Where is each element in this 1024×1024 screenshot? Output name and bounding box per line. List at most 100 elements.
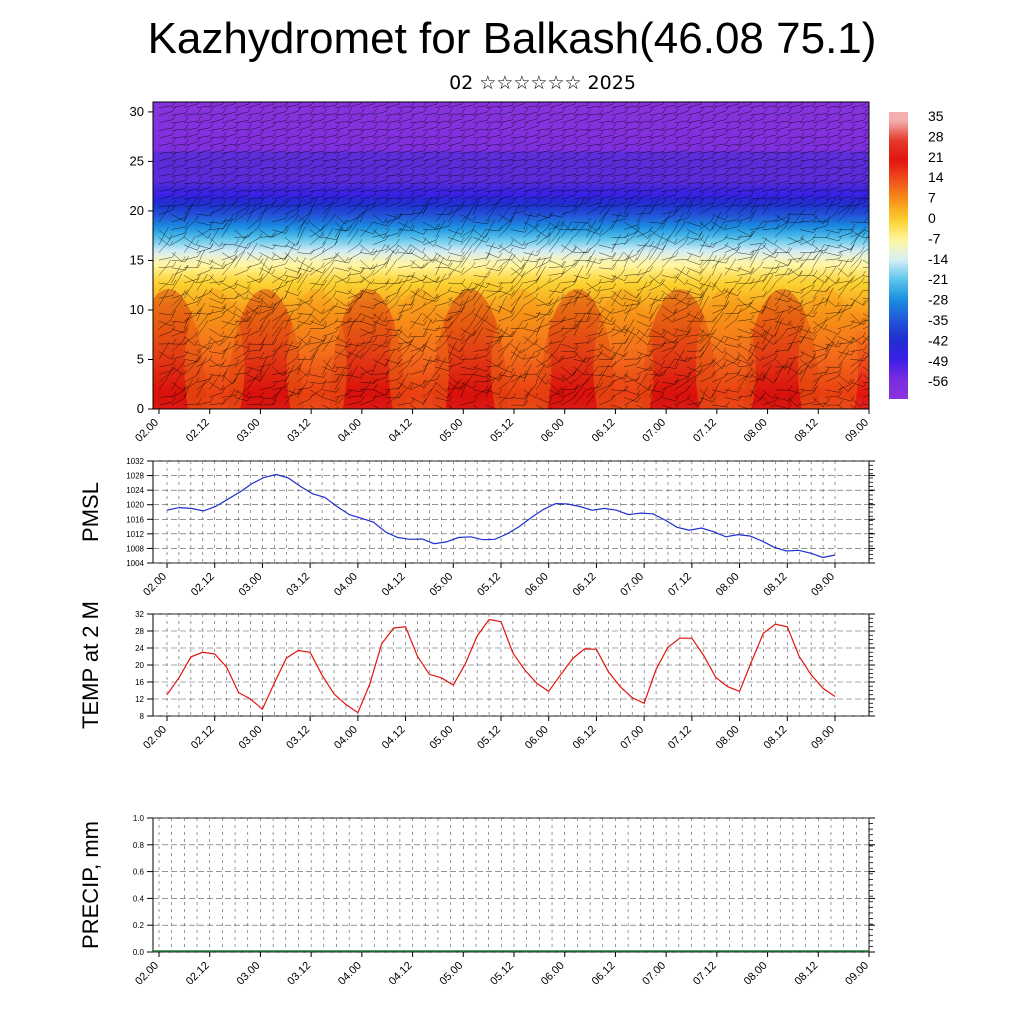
colorbar-label-7: -14: [928, 251, 948, 267]
warm-band-3: [432, 289, 509, 409]
chart-subtitle: 02 ☆☆☆☆☆☆ 2025: [449, 72, 636, 94]
colorbar-label-8: -21: [928, 271, 948, 287]
cool-band-0: [184, 289, 245, 409]
panel-pmsl-time-label-13: 08.12: [761, 571, 789, 599]
panel-pmsl-time-label-6: 05.00: [427, 571, 455, 599]
panel-pmsl-time-label-3: 03.12: [284, 571, 312, 599]
panel-temp-time-label-0: 02.00: [141, 724, 169, 752]
panel-precip-ylabel: PRECIP, mm: [78, 821, 103, 949]
panel-precip-time-label-3: 03.12: [285, 960, 313, 988]
panel-pmsl-ytick-label-2: 1012: [126, 530, 144, 539]
colorbar-label-12: -49: [928, 353, 948, 369]
panel-temp-time-label-10: 07.00: [618, 724, 646, 752]
panel-pmsl-ytick-label-4: 1020: [126, 501, 144, 510]
top-time-label-0: 02.00: [133, 417, 161, 445]
panel-pmsl-time-label-4: 04.00: [332, 571, 360, 599]
top-time-label-9: 06.12: [590, 417, 618, 445]
panel-precip-time-label-12: 08.00: [742, 960, 770, 988]
panel-pmsl-ytick-label-6: 1028: [126, 472, 144, 481]
panel-pmsl-time-label-10: 07.00: [618, 571, 646, 599]
panel-temp-time-label-1: 02.12: [189, 724, 217, 752]
top-time-label-5: 04.12: [387, 417, 415, 445]
colorbar-label-4: 7: [928, 190, 936, 206]
panel-pmsl-time-label-9: 06.12: [571, 571, 599, 599]
top-time-label-13: 08.12: [792, 417, 820, 445]
panel-pmsl-ytick-label-5: 1024: [126, 486, 144, 495]
panel-precip-time-label-5: 04.12: [387, 960, 415, 988]
panel-temp-time-label-6: 05.00: [427, 724, 455, 752]
wind-barbs: [158, 102, 869, 409]
panel-pmsl-ytick-label-1: 1008: [126, 544, 144, 553]
cross-section-frame: [152, 101, 870, 410]
panel-precip-ytick-label-3: 0.6: [133, 868, 145, 877]
cross-section-panel: 0 5 10 15 20 25 30 02.00 02.12 03.00 03.12 04.00 04…: [130, 101, 871, 445]
panel-temp-time-label-13: 08.12: [761, 724, 789, 752]
panel-temp-ytick-label-5: 28: [135, 627, 144, 636]
y-tick-label-5: 5: [137, 351, 144, 366]
colorbar-label-6: -7: [928, 230, 941, 246]
colorbar-label-2: 21: [928, 149, 944, 165]
top-time-label-4: 04.00: [336, 417, 364, 445]
panel-precip-time-label-0: 02.00: [133, 960, 161, 988]
y-tick-label-0: 0: [137, 401, 144, 416]
panel-precip-time-label-11: 07.12: [691, 960, 719, 988]
panel-precip-time-label-8: 06.00: [539, 960, 567, 988]
panel-temp-time-label-2: 03.00: [237, 724, 265, 752]
cool-band-2: [388, 289, 449, 409]
colorbar-label-11: -42: [928, 332, 948, 348]
top-time-label-12: 08.00: [742, 417, 770, 445]
colorbar-label-1: 28: [928, 128, 944, 144]
colorbar-scale: [889, 112, 908, 399]
temperature-variation-overlay: [153, 151, 869, 409]
top-time-label-6: 05.00: [437, 417, 465, 445]
top-time-label-1: 02.12: [184, 417, 212, 445]
colorbar-label-9: -28: [928, 292, 948, 308]
colorbar-label-10: -35: [928, 312, 948, 328]
panel-pmsl-time-label-0: 02.00: [141, 571, 169, 599]
panel-precip-ytick-label-5: 1.0: [133, 814, 145, 823]
panel-temp-time-label-3: 03.12: [284, 724, 312, 752]
colorbar-label-3: 14: [928, 169, 944, 185]
y-tick-label-10: 10: [130, 302, 144, 317]
panel-temp-time-label-11: 07.12: [666, 724, 694, 752]
panel-temp-time-label-8: 06.00: [523, 724, 551, 752]
panel-pmsl-ytick-label-7: 1032: [126, 457, 144, 466]
cool-band-4: [593, 289, 654, 409]
top-time-label-8: 06.00: [539, 417, 567, 445]
panel-precip-time-label-14: 09.00: [843, 960, 871, 988]
panel-temp-ytick-label-2: 16: [135, 678, 144, 687]
warm-band-2: [329, 289, 406, 409]
panel-precip-time-label-7: 05.12: [488, 960, 516, 988]
panel-precip-time-label-2: 03.00: [235, 960, 263, 988]
y-tick-label-20: 20: [130, 203, 144, 218]
colorbar-label-13: -56: [928, 373, 948, 389]
pmsl-panel: 1004 1008 1012 1016 1020 1024 1028 1032 PMSL 02.0…: [78, 457, 875, 599]
panel-temp-time-label-14: 09.00: [809, 724, 837, 752]
panel-temp-ytick-label-0: 8: [140, 712, 145, 721]
panel-pmsl-time-label-12: 08.00: [714, 571, 742, 599]
tropopause-core: [153, 151, 869, 192]
top-time-label-14: 09.00: [843, 417, 871, 445]
cool-band-1: [286, 289, 347, 409]
time-axis-top: 02.00 02.12 03.00 03.12 04.00 04.12 05.00 05.12…: [133, 409, 871, 445]
y-tick-label-15: 15: [130, 252, 144, 267]
panel-precip-time-label-1: 02.12: [184, 960, 212, 988]
y-tick-label-25: 25: [130, 153, 144, 168]
panel-pmsl-time-label-11: 07.12: [666, 571, 694, 599]
panel-precip-time-label-13: 08.12: [792, 960, 820, 988]
panel-pmsl-ylabel: PMSL: [78, 482, 103, 542]
panel-pmsl-frame: [152, 460, 870, 564]
chart-title: Kazhydromet for Balkash(46.08 75.1): [147, 14, 877, 63]
cool-band-5: [695, 289, 756, 409]
top-time-label-3: 03.12: [285, 417, 313, 445]
panel-temp-ytick-label-4: 24: [135, 644, 144, 653]
warm-band-1: [227, 289, 304, 409]
panel-temp-time-label-7: 05.12: [475, 724, 503, 752]
top-time-label-11: 07.12: [691, 417, 719, 445]
precip-panel: 0.0 0.2 0.4 0.6 0.8 1.0 PRECIP, mm 02.00 02.12 03…: [78, 814, 875, 988]
top-time-label-2: 03.00: [235, 417, 263, 445]
panel-pmsl-time-label-8: 06.00: [523, 571, 551, 599]
panel-precip-ytick-label-2: 0.4: [133, 894, 145, 903]
panel-precip-ytick-label-0: 0.0: [133, 948, 145, 957]
